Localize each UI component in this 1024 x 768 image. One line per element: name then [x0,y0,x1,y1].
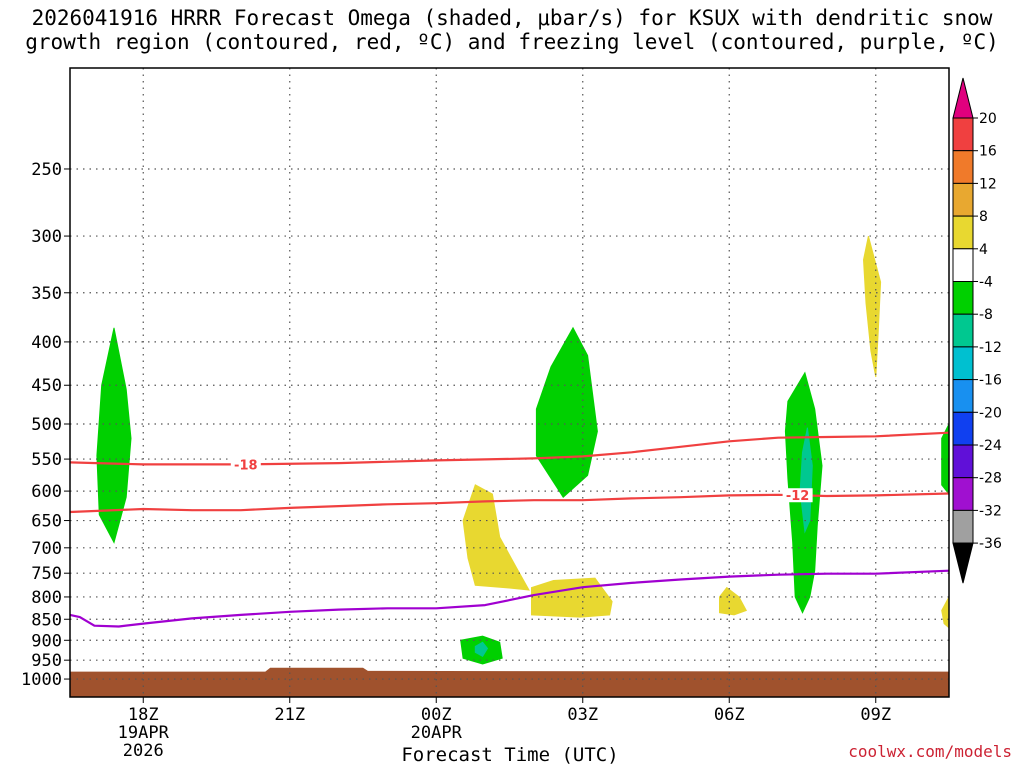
contour-label-bg [782,488,813,503]
plot-frame [69,67,950,698]
contour-label-bg [230,457,261,472]
x-tick-label: 18Z [128,705,159,725]
y-tick-label: 600 [31,482,62,502]
y-tick-label: 700 [31,539,62,559]
colorbar-label: -16 [979,373,1002,389]
colorbar-label: 16 [979,144,997,160]
colorbar-bin [952,346,974,381]
colorbar-bin [952,444,974,479]
y-tick-label: 950 [31,651,62,671]
colorbar-label: -12 [979,340,1002,356]
omega-region-0 [96,327,132,544]
credit-text: coolwx.com/models [848,742,1012,761]
colorbar-label: 20 [979,111,997,127]
colorbar-label: -28 [979,471,1002,487]
omega-region-9 [719,586,748,616]
colorbar-label: -36 [979,536,1002,552]
colorbar-bin [952,477,974,511]
omega-region-11 [941,596,950,629]
colorbar-bin [952,117,974,152]
colorbar-label: -32 [979,503,1002,519]
contour-label: -12 [786,489,810,504]
y-tick-label: 750 [31,564,62,584]
y-tick-label: 450 [31,376,62,396]
colorbar-bin [952,248,974,283]
surface-terrain [70,667,949,697]
x-tick-label: 09Z [860,705,891,725]
colorbar-bin [952,281,974,315]
omega-region-10 [862,235,882,378]
y-tick-label: 350 [31,284,62,304]
x-tick-label: 19APR [118,723,170,743]
x-tick-label: 2026 [123,741,164,761]
x-tick-label: 03Z [567,705,598,725]
y-tick-label: 500 [31,415,62,435]
omega-region-6 [474,641,489,657]
colorbar-label: 4 [979,242,988,258]
x-tick-label: 00Z [421,705,452,725]
omega-region-8 [531,577,613,618]
x-axis-label: Forecast Time (UTC) [401,744,619,766]
y-tick-label: 400 [31,333,62,353]
contour-line-0 [69,569,950,628]
colorbar-top-arrow [952,77,974,119]
colorbar-bin [952,215,974,250]
colorbar-bin [952,150,974,184]
y-tick-label: 300 [31,227,62,247]
colorbar-bin [952,509,974,544]
omega-region-1 [535,326,598,498]
colorbar-bin [952,411,974,446]
chart-title: 2026041916 HRRR Forecast Omega (shaded, … [25,6,999,54]
x-tick-label: 06Z [714,705,745,725]
colorbar-label: 8 [979,209,988,225]
colorbar-bin [952,182,974,217]
x-tick-label: 20APR [411,723,463,743]
colorbar-bin [952,313,974,348]
colorbar-bottom-arrow [952,542,974,584]
omega-region-7 [462,484,530,591]
y-tick-label: 550 [31,450,62,470]
colorbar-label: -20 [979,405,1002,421]
y-tick-label: 250 [31,160,62,180]
colorbar-bin [952,379,974,413]
x-tick-label: 21Z [274,705,305,725]
y-tick-label: 1000 [21,670,62,690]
y-tick-label: 900 [31,631,62,651]
y-tick-label: 650 [31,512,62,532]
y-tick-label: 800 [31,588,62,608]
contour-label: -18 [234,458,258,473]
y-tick-label: 850 [31,610,62,630]
colorbar-label: 12 [979,176,997,192]
colorbar-label: -24 [979,438,1002,454]
colorbar-label: -4 [979,275,993,291]
colorbar-label: -8 [979,307,993,323]
